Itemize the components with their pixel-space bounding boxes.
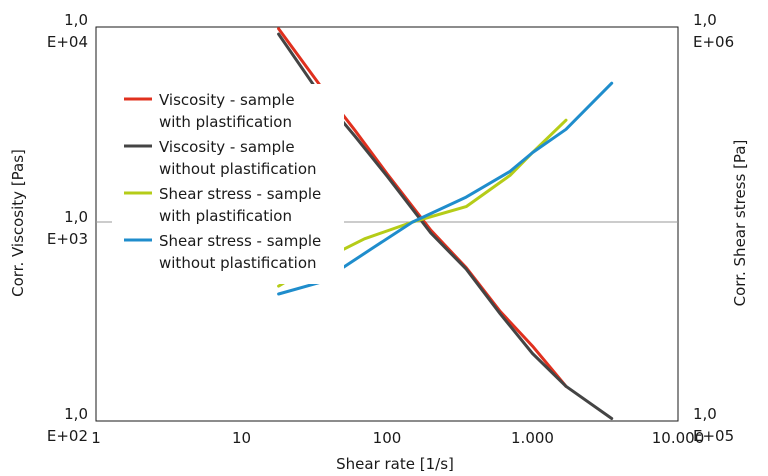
x-tick-label: 1.000 [511, 429, 554, 447]
legend-label-4-line1: Shear stress - sample [159, 232, 321, 250]
x-axis-ticks: 1 10 100 1.000 10.000 [91, 429, 704, 447]
legend-label-2-line2: without plastification [159, 160, 317, 178]
legend-label-1-line2: with plastification [159, 113, 292, 131]
plot-area [95, 26, 679, 422]
y-left-tick-label-line2: E+02 [47, 427, 88, 445]
x-tick-label: 1 [91, 429, 101, 447]
legend: Viscosity - sample with plastification Vis… [112, 84, 344, 284]
y-axis-right-ticks: 1,0 E+06 1,0 E+05 [693, 11, 734, 445]
legend-background [112, 84, 344, 284]
y-axis-left-ticks: 1,0 E+04 1,0 E+03 1,0 E+02 [47, 11, 88, 445]
y-right-tick-label-line2: E+06 [693, 33, 734, 51]
legend-label-3-line1: Shear stress - sample [159, 185, 321, 203]
y-right-tick-label-line1: 1,0 [693, 11, 717, 29]
y-left-tick-label-line1: 1,0 [64, 405, 88, 423]
legend-label-1-line1: Viscosity - sample [159, 91, 295, 109]
y-left-tick-label-line2: E+04 [47, 33, 88, 51]
y-left-tick-label-line1: 1,0 [64, 208, 88, 226]
y-axis-right-title: Corr. Shear stress [Pa] [731, 140, 749, 307]
y-axis-left-title: Corr. Viscosity [Pas] [9, 149, 27, 297]
legend-label-3-line2: with plastification [159, 207, 292, 225]
x-tick-label: 10.000 [652, 429, 705, 447]
y-right-tick-label-line2: E+05 [693, 427, 734, 445]
legend-label-4-line2: without plastification [159, 254, 317, 272]
x-tick-label: 10 [232, 429, 251, 447]
y-left-tick-label-line2: E+03 [47, 230, 88, 248]
y-left-tick-label-line1: 1,0 [64, 11, 88, 29]
x-tick-label: 100 [373, 429, 402, 447]
y-right-tick-label-line1: 1,0 [693, 405, 717, 423]
legend-label-2-line1: Viscosity - sample [159, 138, 295, 156]
x-axis-title: Shear rate [1/s] [336, 455, 454, 473]
